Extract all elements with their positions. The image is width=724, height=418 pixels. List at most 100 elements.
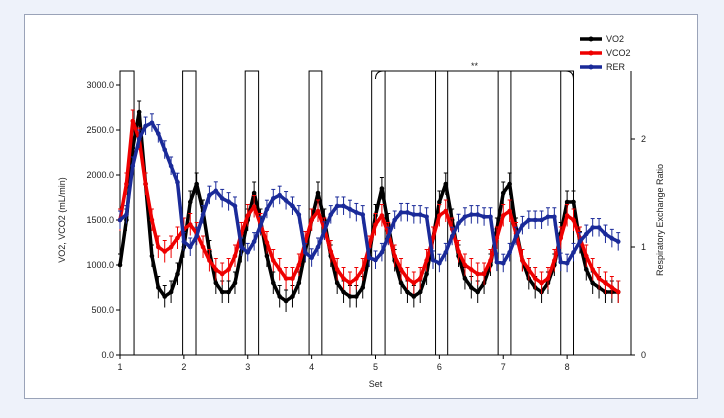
vco2-point	[475, 271, 481, 277]
vco2-point	[532, 276, 538, 281]
rer-point	[309, 255, 314, 261]
rer-point	[615, 239, 621, 244]
vco2-point	[424, 258, 429, 263]
rer-point	[245, 250, 251, 255]
vo2-point	[469, 285, 474, 290]
vco2-point	[219, 271, 225, 277]
vo2-point	[500, 190, 506, 196]
rer-point	[564, 260, 570, 266]
vo2-point	[564, 199, 570, 205]
vo2-point	[271, 280, 276, 286]
rer-point	[417, 212, 423, 217]
vco2-point	[277, 267, 282, 272]
legend-vo2-label: VO2	[606, 34, 624, 44]
rer-point	[168, 163, 174, 169]
vco2-point	[226, 267, 231, 272]
rer-point	[481, 214, 487, 220]
rer-point	[443, 250, 449, 255]
vco2-point	[207, 258, 212, 263]
rer-point	[405, 210, 410, 215]
vo2-point	[226, 289, 231, 295]
rer-point	[322, 228, 327, 234]
vo2-point	[334, 280, 340, 286]
rer-point	[277, 192, 282, 198]
rer-point	[475, 212, 481, 217]
vco2-point	[264, 240, 270, 245]
rer-point	[232, 203, 238, 209]
rer-point	[494, 259, 500, 265]
rer-point	[583, 231, 589, 237]
vo2-point	[194, 181, 199, 187]
vo2-line	[118, 110, 619, 303]
y-left-tick-label: 500.0	[91, 305, 114, 315]
vco2-point	[500, 213, 506, 218]
rer-point	[500, 260, 506, 266]
vco2-point	[558, 235, 564, 241]
vo2-point	[507, 181, 512, 187]
vco2-point	[251, 204, 257, 209]
x-tick-label: 5	[373, 362, 378, 372]
vco2-point	[379, 213, 385, 218]
vco2-point	[143, 181, 148, 187]
rer-point	[347, 206, 353, 212]
vo2-point	[277, 294, 282, 299]
vo2-point	[405, 289, 410, 295]
vco2-point	[328, 249, 334, 254]
vco2-point	[156, 244, 161, 250]
vo2-point	[354, 294, 359, 299]
vo2-point	[411, 294, 417, 299]
vo2-point	[583, 267, 589, 272]
rer-point	[379, 250, 385, 255]
vco2-point	[603, 280, 608, 286]
x-tick-label: 1	[117, 362, 122, 372]
rer-point	[577, 239, 583, 244]
vco2-point	[213, 267, 219, 272]
vco2-point	[443, 208, 449, 214]
rer-point	[302, 250, 308, 255]
rer-point	[366, 255, 372, 261]
vco2-point	[469, 267, 474, 272]
rer-point	[117, 217, 123, 223]
rer-point	[513, 233, 519, 239]
vo2-point	[315, 190, 321, 196]
rer-point	[181, 239, 187, 244]
rer-point	[207, 192, 212, 198]
vco2-point	[175, 235, 180, 241]
rer-point	[552, 214, 557, 220]
vo2-point	[424, 271, 429, 277]
rer-point	[430, 257, 436, 263]
rer-point	[213, 188, 219, 194]
vo2-point	[213, 280, 219, 286]
vo2-point	[462, 276, 468, 281]
vco2-point	[315, 208, 321, 214]
vo2-point	[475, 289, 481, 295]
vco2-point	[507, 208, 512, 214]
rer-point	[373, 257, 378, 263]
vo2-point	[136, 109, 142, 115]
rer-point	[545, 214, 551, 220]
vco2-point	[398, 267, 404, 272]
rer-point	[258, 223, 263, 228]
vco2-point	[392, 253, 397, 259]
vo2-point	[232, 280, 238, 286]
y-left-axis-label: VO2, VCO2 (mL/min)	[57, 177, 67, 263]
vco2-point	[405, 276, 410, 281]
rer-point	[398, 210, 404, 215]
vco2-point	[162, 249, 168, 254]
vco2-point	[341, 276, 346, 281]
vo2-point	[264, 253, 270, 259]
chart-canvas: 0.0 500.0 1000.0 1500.0 2000.0 2500.0 3000.0 0 1…	[57, 34, 665, 389]
vco2-point	[149, 217, 155, 223]
significance-bracket	[375, 70, 575, 80]
y-left-tick-label: 1500.0	[86, 215, 114, 225]
vco2-point	[564, 213, 570, 218]
vo2-point	[341, 289, 346, 295]
x-tick-label: 3	[245, 362, 250, 372]
vo2-point	[149, 253, 155, 259]
rer-point	[360, 212, 366, 217]
vo2-point	[296, 280, 302, 286]
vco2-point	[488, 258, 493, 263]
rer-point	[194, 233, 199, 239]
rer-point	[124, 212, 129, 217]
vco2-point	[545, 276, 551, 281]
